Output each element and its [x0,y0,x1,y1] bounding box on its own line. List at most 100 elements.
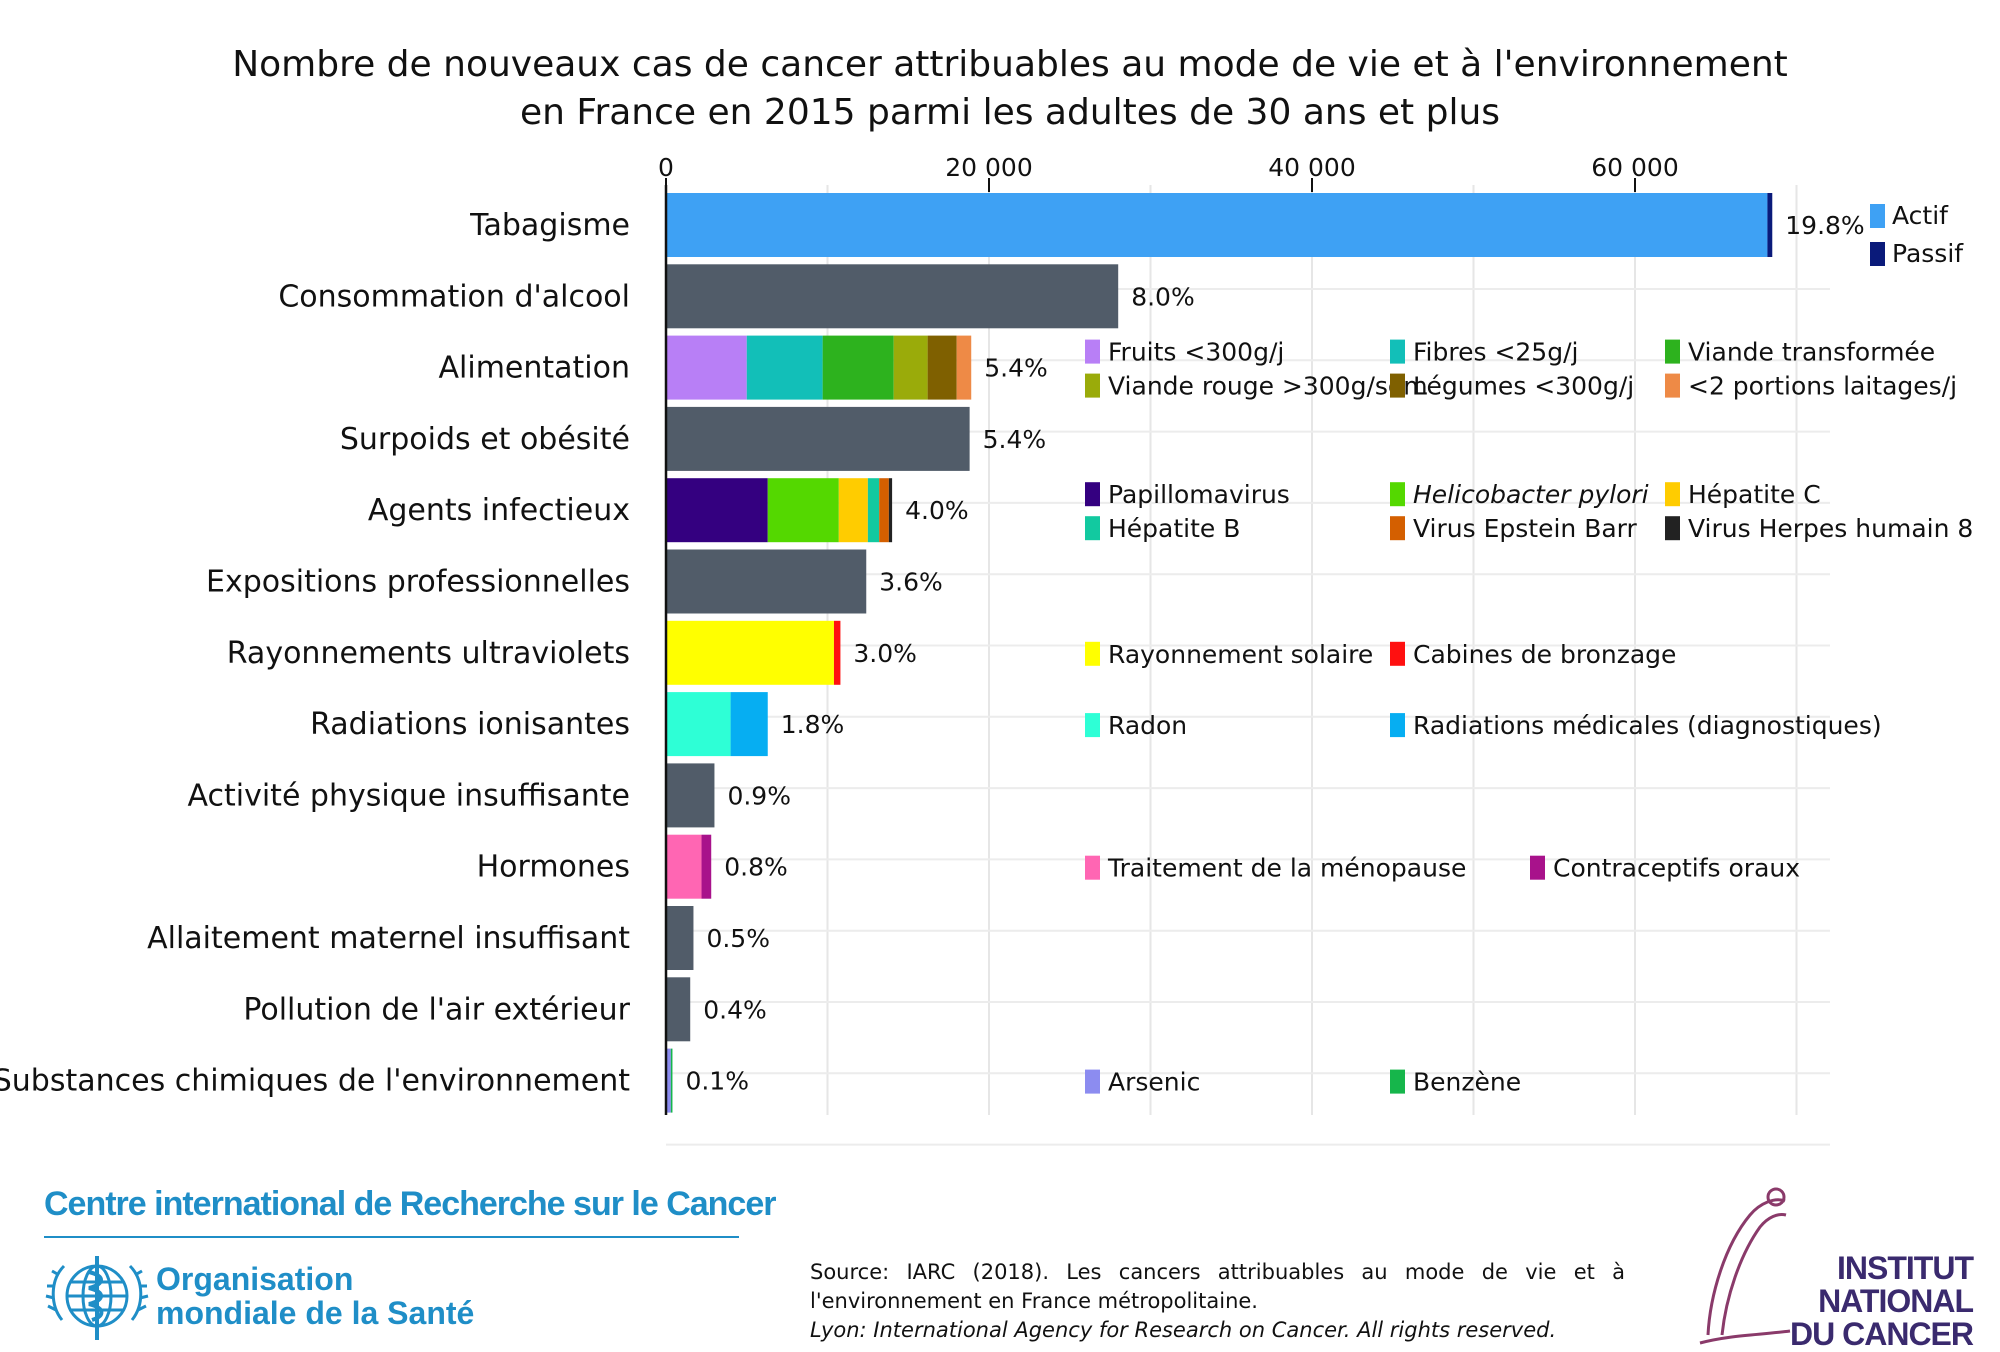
legend-swatch [1390,1069,1405,1094]
bar-segment [867,478,880,543]
legend-label: Contraceptifs oraux [1553,854,1800,883]
legend-label: Fruits <300g/j [1108,338,1284,367]
category-label: Pollution de l'air extérieur [243,992,630,1027]
category-label: Tabagisme [469,208,630,243]
legend-label: Légumes <300g/j [1413,372,1634,401]
percent-label: 19.8% [1785,211,1864,240]
inca-line3: DU CANCER [1790,1316,1974,1352]
bar-segment [666,620,834,685]
legend-label: Benzène [1413,1068,1521,1097]
legend-swatch [1085,516,1100,541]
legend-label: <2 portions laitages/j [1688,372,1957,401]
legend-label: Passif [1892,239,1964,268]
who-name: Organisation mondiale de la Santé [156,1262,474,1330]
category-label: Rayonnements ultraviolets [227,636,630,671]
legend-swatch [1085,373,1100,398]
legends: Actif Passif Fruits <300g/j Fibres <25g/j Vi… [1085,201,1973,1097]
source-line1: Source: IARC (2018). Les cancers attribu… [810,1260,1625,1313]
who-name-line2: mondiale de la Santé [156,1295,475,1331]
x-tick-label: 40 000 [1268,153,1355,182]
bar-segment [746,335,823,400]
bar-segment [838,478,868,543]
bar-segment [822,335,894,400]
iarc-divider [44,1236,739,1238]
legend-label: Virus Herpes humain 8 [1688,514,1973,543]
legend-swatch [1665,482,1680,507]
legend-swatch [1390,713,1405,738]
percent-label: 4.0% [905,496,969,525]
legend-swatch [1085,482,1100,507]
legend-swatch [1870,204,1885,228]
legend-label: Hépatite B [1108,514,1240,543]
percent-label: 3.0% [853,639,917,668]
legend-label: Actif [1892,201,1949,230]
legend-swatch [1665,339,1680,364]
inca-line1: INSTITUT [1837,1250,1974,1286]
bar-segment [833,620,841,685]
legend-label: Radon [1108,711,1187,740]
inca-logo-icon [1699,1187,1791,1345]
bar-segment [927,335,957,400]
legend-label: Cabines de bronzage [1413,640,1676,669]
legend-swatch [1085,339,1100,364]
category-label: Surpoids et obésité [340,422,630,457]
legend-swatch [1390,339,1405,364]
legend-swatch [1390,482,1405,507]
bar-segment [666,763,715,828]
bar-segment [666,906,694,970]
bar-segment [666,335,747,400]
chart-title: Nombre de nouveaux cas de cancer attribu… [232,44,1788,133]
category-labels: Tabagisme Consommation d'alcool Alimentati… [0,208,631,1099]
bar-segment [666,264,1119,329]
source-citation: Source: IARC (2018). Les cancers attribu… [810,1258,1625,1345]
legend-swatch [1530,855,1545,880]
bars [666,193,1773,1113]
legend-label: Virus Epstein Barr [1413,514,1638,543]
legend-swatch [1665,373,1680,398]
bar-segment [666,692,731,757]
percent-label: 1.8% [781,710,845,739]
legend-swatch [1390,516,1405,541]
category-label: Consommation d'alcool [278,279,630,314]
percent-label: 5.4% [984,354,1048,383]
bar-segment [666,834,702,899]
who-emblem-icon [45,1256,149,1340]
percent-labels: 19.8% 8.0% 5.4% 5.4% 4.0% 3.6% 3.0% 1.8% 0.9% 0.8… [685,211,1864,1096]
percent-label: 0.4% [703,995,767,1024]
legend-swatch [1085,1069,1100,1094]
x-axis-ticks: 0 20 000 40 000 60 000 [658,153,1679,192]
iarc-name: Centre international de Recherche sur le… [44,1185,776,1223]
legend-swatch [1665,516,1680,541]
bar-segment [666,1048,671,1113]
bar-segment [730,692,768,757]
category-label: Radiations ionisantes [310,707,630,742]
bar-segment [701,834,712,899]
x-tick-label: 0 [658,153,674,182]
inca-name: INSTITUT NATIONAL DU CANCER [1790,1250,1974,1352]
percent-label: 8.0% [1131,282,1195,311]
chart-title-line: en France en 2015 parmi les adultes de 3… [520,92,1500,133]
bar-segment [888,478,893,543]
category-label: Substances chimiques de l'environnement [0,1064,630,1099]
legend-label: Traitement de la ménopause [1107,854,1466,883]
category-label: Expositions professionnelles [206,565,630,600]
category-label: Hormones [477,850,630,885]
legend-label: Hépatite C [1688,480,1821,509]
percent-label: 3.6% [879,568,943,597]
legend-label: Helicobacter pylori [1413,480,1649,509]
legend-label: Viande rouge >300g/sem [1108,372,1428,401]
legend-label: Fibres <25g/j [1413,338,1578,367]
legend-label: Papillomavirus [1108,480,1290,509]
legend-label: Arsenic [1108,1068,1200,1097]
bar-segment [893,335,928,400]
bar-segment [666,977,691,1042]
legend-label: Rayonnement solaire [1108,640,1373,669]
percent-label: 0.9% [727,781,791,810]
bar-segment [666,193,1768,257]
percent-label: 0.8% [724,853,788,882]
bar-segment [879,478,889,543]
legend-swatch [1870,242,1885,266]
legend-swatch [1390,373,1405,398]
legend-swatch [1085,855,1100,880]
